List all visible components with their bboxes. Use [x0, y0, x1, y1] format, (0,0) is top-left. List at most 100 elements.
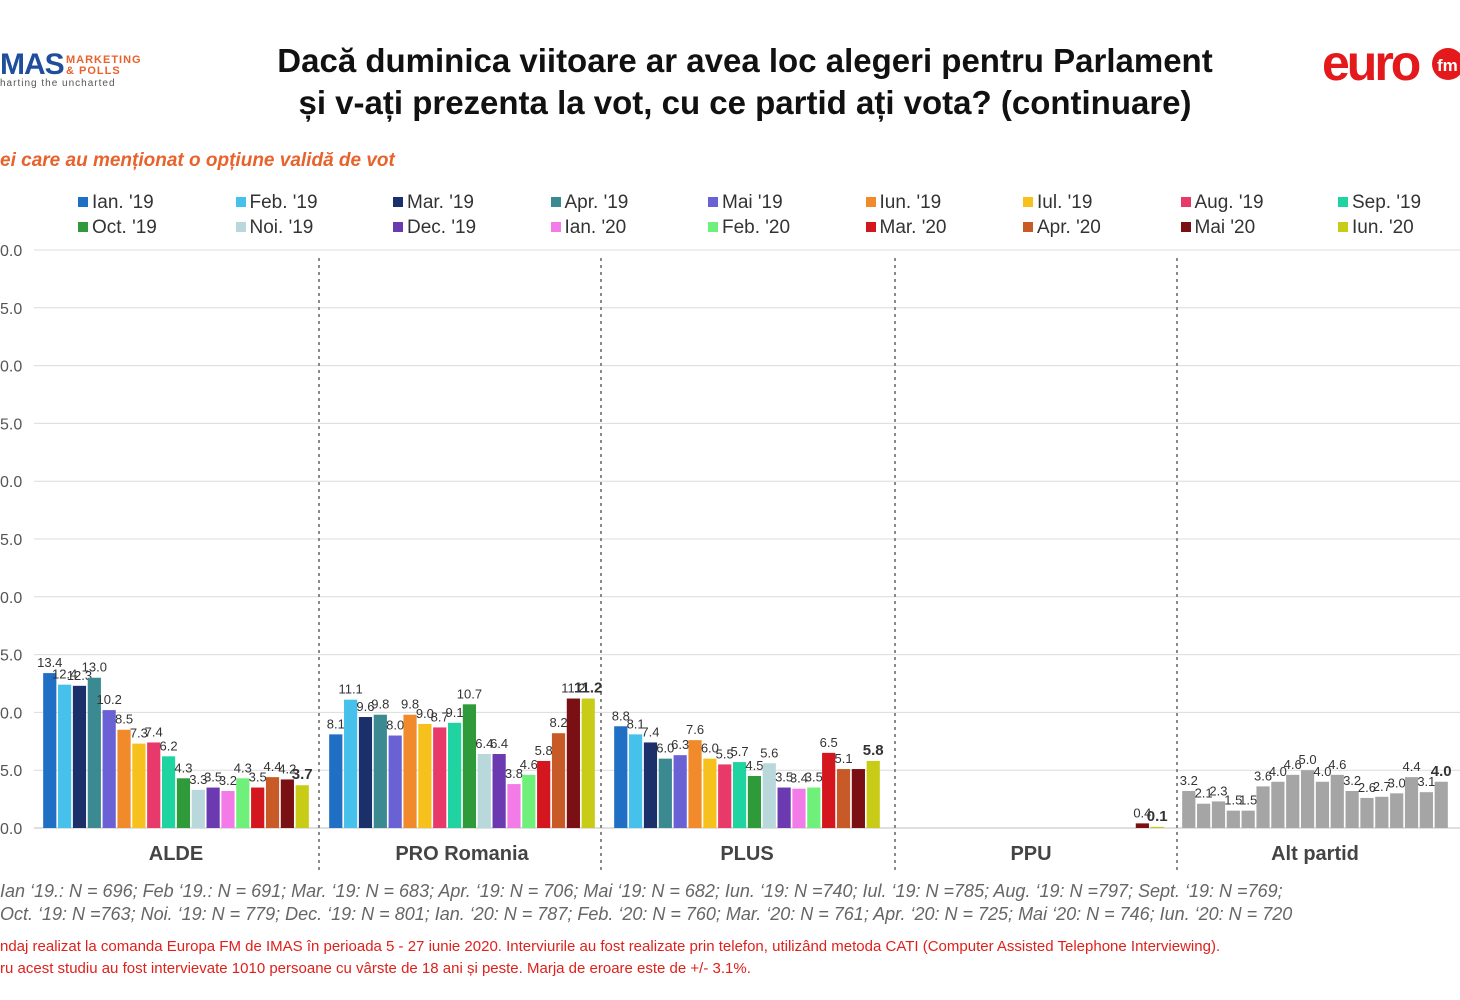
bar — [581, 698, 595, 828]
y-tick-label: 0.0 — [0, 821, 22, 838]
category-label: ALDE — [149, 843, 203, 865]
bar — [72, 685, 87, 828]
legend-item: Aug. '19 — [1180, 192, 1264, 214]
legend-item: Mai '20 — [1180, 217, 1256, 239]
legend-label: Feb. '19 — [249, 192, 318, 213]
legend-label: Sep. '19 — [1352, 192, 1422, 213]
bar — [822, 752, 836, 828]
bar — [492, 754, 506, 828]
legend-item: Ian. '19 — [78, 192, 154, 214]
data-label: 3.5 — [204, 770, 222, 785]
bar — [658, 758, 672, 828]
bar — [295, 785, 309, 828]
bar — [373, 714, 387, 828]
data-label: 0.4 — [1133, 805, 1151, 820]
data-label: 5.0 — [1299, 752, 1317, 767]
bar — [1211, 801, 1226, 828]
data-label: 6.5 — [820, 735, 838, 750]
bar — [403, 714, 417, 828]
page-title: Dacă duminica viitoare ar avea loc alege… — [190, 40, 1300, 124]
data-label: 6.0 — [656, 741, 674, 756]
legend-swatch — [1338, 197, 1348, 207]
y-tick-label: 5.0 — [0, 416, 22, 433]
bar — [1419, 792, 1433, 828]
legend-label: Apr. '20 — [1037, 217, 1101, 238]
legend-label: Apr. '19 — [564, 192, 629, 213]
data-label: 4.6 — [1328, 757, 1346, 772]
data-label: 3.5 — [805, 770, 823, 785]
legend-item: Ian. '20 — [550, 217, 626, 239]
data-label: 4.2 — [278, 761, 296, 776]
data-label: 5.5 — [716, 746, 734, 761]
bar — [777, 787, 791, 828]
data-label: 1.5 — [1239, 793, 1257, 808]
category-label: PPU — [1010, 843, 1051, 865]
data-label: 2.7 — [1373, 779, 1391, 794]
legend-item: Apr. '20 — [1023, 217, 1101, 239]
bar — [43, 673, 57, 828]
data-label: 8.5 — [115, 712, 133, 727]
data-label: 5.7 — [731, 744, 749, 759]
data-label: 4.0 — [1431, 763, 1452, 780]
data-label: 3.5 — [775, 770, 793, 785]
bar — [688, 740, 702, 828]
bar — [1330, 774, 1344, 828]
bar — [1315, 781, 1330, 828]
sample-size-notes: Ian ‘19.: N = 696; Feb ‘19.: N = 691; Ma… — [0, 880, 1292, 926]
bar — [236, 778, 250, 828]
bar — [1135, 823, 1149, 828]
sample-notes-line-1: Ian ‘19.: N = 696; Feb ‘19.: N = 691; Ma… — [0, 881, 1283, 901]
data-label: 8.1 — [327, 716, 345, 731]
data-label: 7.4 — [145, 724, 163, 739]
legend-swatch — [1180, 197, 1191, 207]
europa-fm-logo-text: euro — [1322, 36, 1420, 91]
bar — [522, 774, 536, 828]
legend-swatch — [393, 197, 403, 207]
data-label: 3.2 — [1180, 773, 1198, 788]
bar — [551, 733, 566, 828]
data-label: 11.1 — [338, 682, 362, 697]
data-label: 5.6 — [760, 745, 778, 760]
footer-line-2: ru acest studiu au fost intervievate 101… — [0, 960, 751, 977]
legend-swatch — [708, 197, 718, 207]
data-label: 6.4 — [475, 736, 493, 751]
bar — [132, 743, 146, 828]
data-label: 8.0 — [386, 718, 404, 733]
y-tick-label: 5.0 — [0, 763, 22, 780]
chart-subtitle: ei care au menționat o opțiune validă de… — [0, 150, 395, 171]
legend-label: Iul. '19 — [1037, 192, 1093, 213]
data-label: 3.2 — [1343, 773, 1361, 788]
legend-label: Feb. '20 — [722, 217, 791, 238]
bar — [462, 704, 477, 828]
data-label: 9.1 — [446, 705, 464, 720]
data-label: 6.3 — [671, 737, 689, 752]
data-label: 9.6 — [356, 699, 374, 714]
legend-item: Mar. '19 — [393, 192, 474, 214]
bar — [851, 769, 865, 828]
legend-swatch — [550, 197, 561, 207]
data-label: 1.5 — [1224, 793, 1242, 808]
data-label: 3.1 — [1417, 774, 1435, 789]
legend-label: Mai '20 — [1194, 217, 1256, 238]
legend-swatch — [708, 222, 718, 232]
bar — [147, 742, 161, 828]
bar — [477, 754, 491, 828]
bar — [747, 775, 762, 828]
sample-notes-line-2: Oct. ‘19: N =763; Noi. ‘19: N = 779; Dec… — [0, 904, 1293, 924]
y-tick-label: 5.0 — [0, 301, 22, 318]
data-label: 4.0 — [1269, 764, 1287, 779]
data-label: 3.4 — [790, 771, 808, 786]
data-label: 4.5 — [745, 758, 763, 773]
legend-item: Noi. '19 — [235, 217, 314, 239]
bar — [161, 756, 176, 828]
legend-swatch — [235, 222, 246, 232]
bar — [1300, 770, 1315, 828]
bar — [1286, 774, 1300, 828]
legend-label: Noi. '19 — [249, 217, 314, 238]
bar — [388, 735, 402, 828]
category-label: PRO Romania — [395, 843, 529, 865]
legend-swatch — [865, 197, 876, 207]
legend-label: Ian. '19 — [92, 192, 154, 213]
bar — [537, 760, 551, 828]
legend-label: Mai '19 — [722, 192, 783, 213]
